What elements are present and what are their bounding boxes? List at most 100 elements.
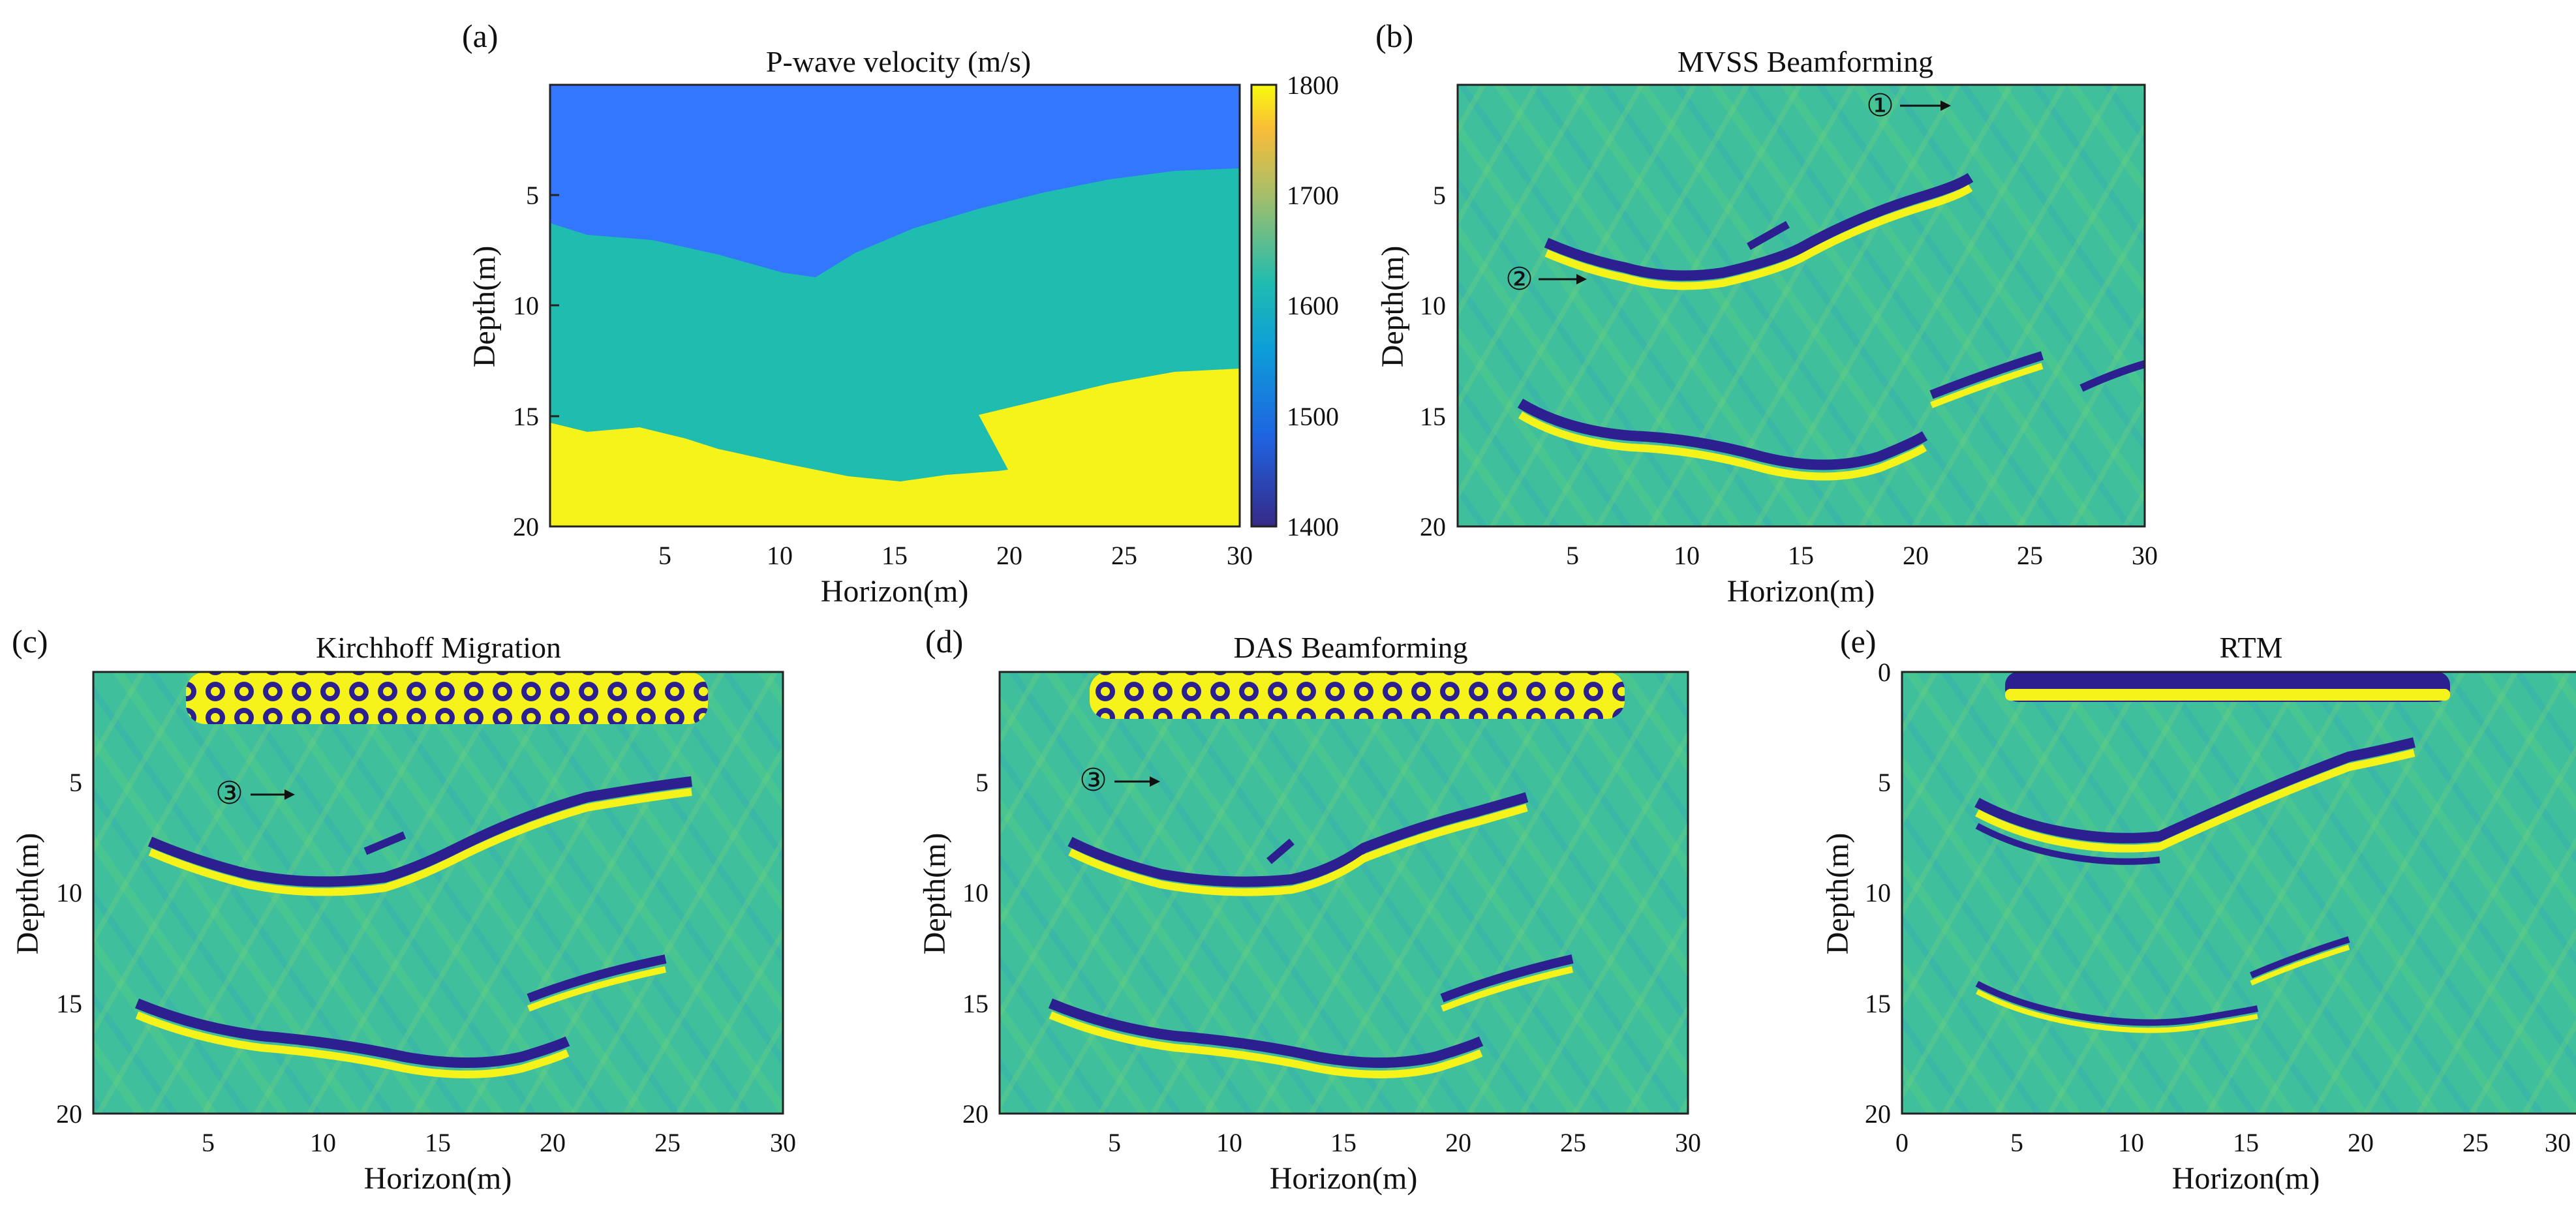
y-tick-label: 10 (1420, 291, 1446, 320)
arrow-icon (284, 789, 295, 800)
x-tick-label: 10 (1216, 1128, 1242, 1157)
x-axis-label: Horizon(m) (1270, 1161, 1418, 1196)
marker-1: ① (1866, 89, 1951, 123)
y-axis: 5 10 15 20 Depth(m) (917, 768, 989, 1129)
marker-2: ② (1505, 262, 1587, 297)
panel-b: (b) MVSS Beamforming ① ② 5 10 (1375, 18, 2158, 609)
x-axis: 0 5 10 15 20 25 30 Horizon(m) (1895, 1128, 2571, 1196)
y-tick-label: 15 (1865, 989, 1891, 1018)
panel-title: DAS Beamforming (1233, 631, 1467, 664)
lower-layer-region (550, 369, 1240, 526)
y-tick-label: 15 (513, 402, 539, 431)
y-tick-label: 15 (56, 989, 82, 1018)
x-tick-label: 25 (2462, 1128, 2489, 1157)
panel-c: (c) Kirchhoff Migration ③ 5 10 15 20 Dep… (10, 623, 796, 1196)
arrow-icon (1940, 100, 1951, 111)
y-tick-label: 10 (1865, 878, 1891, 907)
y-tick-label: 10 (56, 878, 82, 907)
x-tick-label: 30 (770, 1128, 796, 1157)
x-tick-label: 15 (1330, 1128, 1357, 1157)
y-tick-label: 20 (56, 1099, 82, 1129)
panel-d: (d) DAS Beamforming ③ 5 10 15 20 Depth(m… (917, 623, 1701, 1196)
velocity-model-image (550, 85, 1240, 526)
colorbar-scale (1250, 84, 1278, 528)
colorbar-tick-label: 1400 (1287, 512, 1339, 541)
y-axis-label: Depth(m) (467, 246, 502, 368)
x-axis: 5 10 15 20 25 30 Horizon(m) (658, 541, 1253, 609)
x-tick-label: 10 (310, 1128, 336, 1157)
kirchhoff-image (93, 672, 783, 1114)
y-tick-label: 20 (1865, 1099, 1891, 1129)
mvss-image (1458, 85, 2146, 526)
x-tick-label: 5 (1566, 541, 1579, 570)
x-tick-label: 5 (2010, 1128, 2023, 1157)
y-tick-label: 5 (526, 181, 539, 210)
y-axis: 5 10 15 20 Depth(m) (1375, 181, 1446, 541)
rtm-image (1902, 672, 2576, 1114)
panel-e: (e) RTM 0 5 10 15 20 Depth(m) 0 5 (1820, 623, 2576, 1196)
marker-3: ③ (215, 776, 295, 811)
y-axis: 5 10 15 20 Depth(m) (467, 181, 559, 541)
x-tick-label: 25 (1560, 1128, 1586, 1157)
marker-label: ③ (1079, 763, 1107, 798)
colorbar: 1400 1500 1600 1700 1800 (1250, 70, 1339, 541)
y-axis-label: Depth(m) (10, 833, 45, 955)
x-tick-label: 30 (1675, 1128, 1701, 1157)
y-tick-label: 5 (975, 768, 989, 797)
y-tick-label: 15 (1420, 402, 1446, 431)
x-tick-label: 5 (202, 1128, 215, 1157)
y-tick-label: 10 (962, 878, 989, 907)
panel-a: (a) P-wave velocity (m/s) 5 10 15 20 Dep… (462, 18, 1339, 609)
y-tick-label: 5 (1433, 181, 1446, 210)
x-axis: 5 10 15 20 25 30 Horizon(m) (1566, 541, 2158, 609)
x-tick-label: 15 (2233, 1128, 2259, 1157)
panel-letter: (a) (462, 18, 498, 54)
y-tick-label: 5 (69, 768, 82, 797)
x-tick-label: 5 (658, 541, 671, 570)
x-tick-label: 20 (1445, 1128, 1471, 1157)
panel-title: P-wave velocity (m/s) (766, 45, 1031, 78)
y-axis: 5 10 15 20 Depth(m) (10, 768, 82, 1129)
x-tick-label: 15 (882, 541, 908, 570)
x-tick-label: 30 (2132, 541, 2158, 570)
x-axis: 5 10 15 20 25 30 Horizon(m) (1108, 1128, 1701, 1196)
arrow-icon (1576, 274, 1587, 284)
panel-title: Kirchhoff Migration (316, 631, 561, 664)
x-tick-label: 10 (1674, 541, 1700, 570)
x-tick-label: 15 (425, 1128, 451, 1157)
panel-title: RTM (2220, 631, 2283, 664)
x-tick-label: 25 (1111, 541, 1137, 570)
panel-letter: (e) (1840, 623, 1877, 660)
x-axis-label: Horizon(m) (364, 1161, 512, 1196)
plot-frame (1901, 671, 2576, 1115)
colorbar-tick-label: 1500 (1287, 402, 1339, 431)
x-tick-label: 30 (2545, 1128, 2571, 1157)
plot-frame (1456, 84, 2146, 528)
marker-label: ② (1505, 262, 1533, 297)
colorbar-tick-label: 1600 (1287, 291, 1339, 320)
marker-3: ③ (1079, 763, 1160, 798)
y-axis: 0 5 10 15 20 Depth(m) (1820, 658, 1891, 1129)
das-image (1000, 672, 1688, 1114)
x-axis-label: Horizon(m) (821, 574, 969, 609)
x-axis: 5 10 15 20 25 30 Horizon(m) (202, 1128, 796, 1196)
x-tick-label: 25 (654, 1128, 681, 1157)
plot-frame (92, 671, 784, 1115)
x-tick-label: 0 (1895, 1128, 1909, 1157)
y-tick-label: 20 (962, 1099, 989, 1129)
colorbar-tick-label: 1800 (1287, 70, 1339, 100)
y-tick-label: 5 (1878, 768, 1891, 797)
x-tick-label: 20 (540, 1128, 566, 1157)
x-tick-label: 10 (767, 541, 793, 570)
y-axis-label: Depth(m) (1820, 833, 1855, 955)
x-axis-label: Horizon(m) (1727, 574, 1875, 609)
y-axis-label: Depth(m) (1375, 246, 1410, 368)
panel-title: MVSS Beamforming (1678, 45, 1933, 78)
y-tick-label: 20 (1420, 512, 1446, 541)
x-tick-label: 10 (2118, 1128, 2144, 1157)
panel-letter: (d) (925, 623, 963, 660)
x-tick-label: 15 (1788, 541, 1814, 570)
y-tick-label: 20 (513, 512, 539, 541)
colorbar-tick-label: 1700 (1287, 181, 1339, 210)
